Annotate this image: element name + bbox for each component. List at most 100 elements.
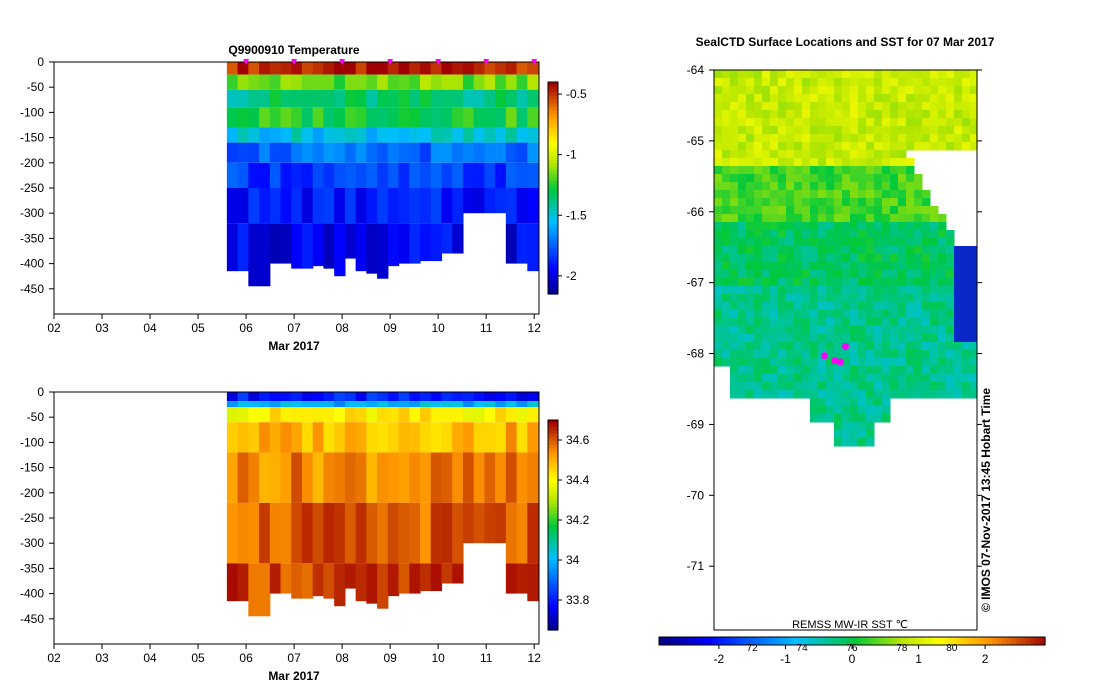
temperature-cell bbox=[409, 89, 421, 108]
salinity-colorbar-cell bbox=[548, 525, 558, 530]
salinity-cell bbox=[344, 502, 357, 564]
sst-cell bbox=[818, 254, 827, 263]
salinity-cell bbox=[398, 563, 410, 594]
salinity-colorbar-cell bbox=[548, 609, 558, 614]
sst-colorbar-label-f: 78 bbox=[896, 643, 908, 654]
salinity-cell bbox=[473, 422, 485, 453]
sst-cell bbox=[714, 102, 723, 111]
sst-cell bbox=[882, 358, 891, 367]
salinity-cell bbox=[355, 401, 367, 408]
temperature-cell bbox=[301, 107, 314, 128]
sst-cell bbox=[818, 158, 827, 167]
sst-cell bbox=[778, 214, 787, 223]
sst-cell bbox=[922, 358, 931, 367]
sst-cell bbox=[882, 182, 891, 191]
sst-cell bbox=[754, 94, 763, 103]
salinity-cell bbox=[484, 407, 496, 423]
sst-colorbar-cell bbox=[678, 637, 684, 645]
temperature-cell bbox=[484, 142, 496, 163]
sst-cell bbox=[818, 270, 827, 279]
sst-cell bbox=[930, 366, 939, 375]
sst-cell bbox=[730, 238, 739, 247]
sst-cell bbox=[794, 78, 803, 87]
sst-cell bbox=[866, 422, 875, 431]
temperature-cell bbox=[366, 127, 378, 143]
temperature-cell bbox=[377, 188, 389, 224]
salinity-colorbar-cell bbox=[548, 472, 558, 477]
sst-cell bbox=[850, 350, 859, 359]
sst-cell bbox=[914, 366, 923, 375]
temperature-colorbar-cell bbox=[548, 106, 558, 111]
sst-cell bbox=[922, 94, 931, 103]
sst-colorbar-cell bbox=[1040, 637, 1046, 645]
temperature-ytick-label: -450 bbox=[20, 282, 44, 296]
sst-cell bbox=[954, 110, 963, 119]
sst-cell bbox=[930, 134, 939, 143]
temperature-cell bbox=[301, 62, 314, 75]
sst-cell bbox=[770, 366, 779, 375]
sst-cell bbox=[738, 254, 747, 263]
salinity-cell bbox=[366, 452, 378, 503]
temperature-cell bbox=[237, 188, 249, 224]
sst-cell bbox=[970, 70, 977, 79]
sst-cell bbox=[738, 134, 747, 143]
sst-cell bbox=[898, 366, 907, 375]
salinity-cell bbox=[430, 422, 443, 453]
temperature-colorbar-cell bbox=[548, 163, 558, 168]
sst-colorbar-label-f: 76 bbox=[846, 643, 858, 654]
sst-cell bbox=[826, 86, 835, 95]
temperature-cell bbox=[280, 162, 292, 188]
temperature-cell bbox=[259, 188, 271, 224]
sst-cell bbox=[754, 126, 763, 135]
sst-cell bbox=[866, 198, 875, 207]
sst-cell bbox=[858, 350, 867, 359]
sst-cell bbox=[786, 294, 795, 303]
salinity-cell bbox=[259, 422, 271, 453]
sst-cell bbox=[842, 270, 851, 279]
sst-cell bbox=[954, 86, 963, 95]
sst-cell bbox=[714, 358, 723, 367]
salinity-cell bbox=[473, 407, 485, 423]
temperature-colorbar-cell bbox=[548, 131, 558, 136]
temperature-cell bbox=[312, 74, 325, 90]
sst-cell bbox=[858, 190, 867, 199]
temperature-cell bbox=[323, 188, 335, 224]
sst-cell bbox=[970, 390, 977, 399]
temperature-cell bbox=[291, 142, 303, 163]
sst-cell bbox=[810, 70, 819, 79]
sst-colorbar-cell bbox=[687, 637, 694, 645]
temperature-cell bbox=[452, 62, 464, 75]
salinity-colorbar-cell bbox=[548, 584, 558, 589]
sst-cell bbox=[778, 254, 787, 263]
sst-cell bbox=[850, 278, 859, 287]
sst-cell bbox=[930, 262, 939, 271]
sst-cell bbox=[794, 334, 803, 343]
sst-cell bbox=[818, 318, 827, 327]
salinity-cell bbox=[473, 452, 485, 503]
sst-cell bbox=[794, 134, 803, 143]
sst-cell bbox=[922, 238, 931, 247]
sst-cell bbox=[778, 182, 787, 191]
sst-colorbar-cell bbox=[1020, 637, 1027, 645]
temperature-xtick-label: 02 bbox=[47, 321, 61, 335]
sst-cell bbox=[850, 222, 859, 231]
salinity-colorbar-cell bbox=[548, 560, 558, 565]
salinity-cell bbox=[259, 392, 271, 402]
sst-cell bbox=[938, 294, 947, 303]
sst-cell bbox=[938, 262, 947, 271]
salinity-cell bbox=[366, 407, 378, 423]
sst-cell bbox=[786, 94, 795, 103]
temperature-cell bbox=[334, 89, 346, 108]
sst-cell bbox=[746, 390, 755, 399]
sst-cell bbox=[762, 382, 771, 391]
sst-cell bbox=[898, 230, 907, 239]
temperature-xtick-label: 11 bbox=[480, 321, 493, 335]
sst-cell bbox=[810, 142, 819, 151]
sst-cell bbox=[906, 382, 915, 391]
sst-cell bbox=[890, 334, 899, 343]
sst-cell bbox=[834, 374, 843, 383]
salinity-cell bbox=[452, 392, 464, 402]
temperature-colorbar-cell bbox=[548, 233, 558, 239]
salinity-colorbar-cell bbox=[548, 612, 558, 617]
temperature-colorbar-cell bbox=[548, 89, 558, 94]
